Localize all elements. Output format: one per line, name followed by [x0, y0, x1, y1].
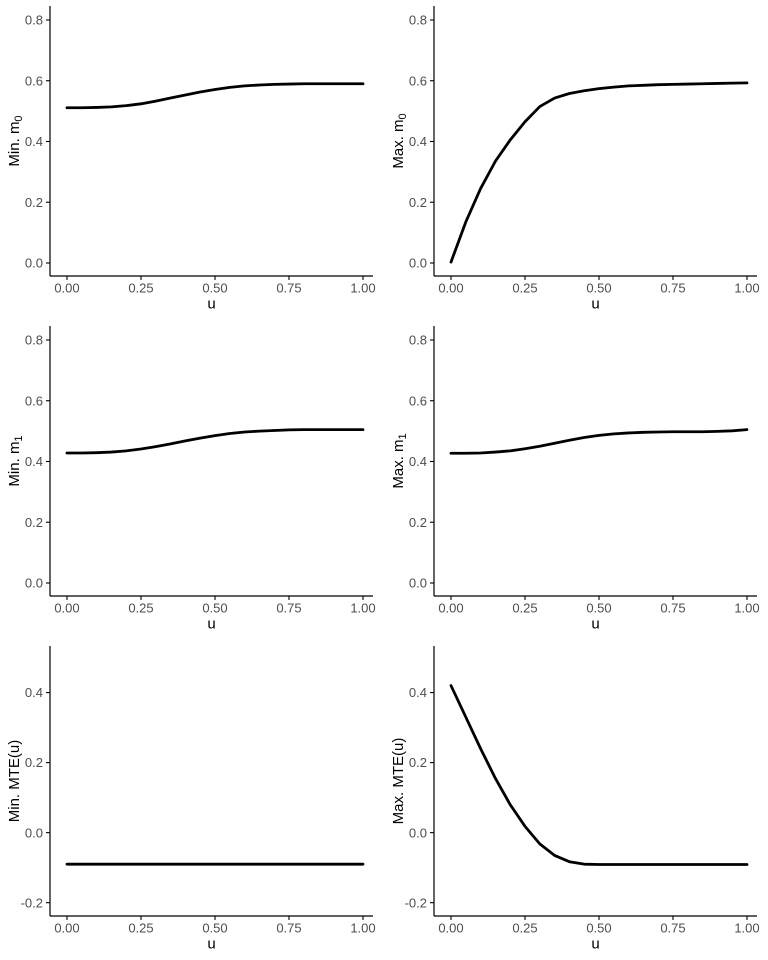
x-tick-label: 0.75	[276, 281, 301, 296]
y-axis-title: Min. MTE(u)	[6, 740, 23, 823]
x-tick-label: 0.50	[202, 281, 227, 296]
y-tick-label: 0.6	[25, 393, 43, 408]
y-tick-label: 0.6	[409, 73, 427, 88]
x-axis-title: u	[591, 296, 599, 313]
y-tick-label: 0.2	[25, 755, 43, 770]
data-curve	[65, 82, 365, 110]
x-axis-title: u	[207, 936, 215, 953]
plot-row2-col2: 0.00 0.25 0.50 0.75 1.00 0.0 0.2 0.4 0.6 0.8 u Max.…	[390, 326, 760, 633]
x-tick-label: 0.25	[512, 921, 537, 936]
y-tick-label: 0.8	[25, 13, 43, 28]
data-curve	[449, 81, 749, 264]
y-tick-label: 0.4	[409, 685, 427, 700]
y-tick-label: 0.8	[25, 333, 43, 348]
x-tick-label: 0.75	[276, 601, 301, 616]
x-tick-label: 0.00	[438, 601, 463, 616]
y-tick-label: 0.0	[25, 576, 43, 591]
x-tick-label: 0.50	[586, 601, 611, 616]
plot-row1-col2: 0.00 0.25 0.50 0.75 1.00 0.0 0.2 0.4 0.6 0.8 u Max.…	[390, 6, 760, 313]
x-tick-label: 0.75	[660, 921, 685, 936]
x-tick-label: 0.25	[128, 281, 153, 296]
x-tick-label: 1.00	[350, 601, 375, 616]
y-tick-label: 0.0	[25, 256, 43, 271]
x-tick-label: 0.25	[128, 921, 153, 936]
y-tick-label: -0.2	[405, 895, 427, 910]
y-tick-label: 0.4	[25, 685, 43, 700]
panel-row3-col2: 0.00 0.25 0.50 0.75 1.00 -0.2 0.0 0.2 0.4 u Max. M…	[384, 640, 768, 960]
y-tick-label: 0.4	[25, 454, 43, 469]
y-axis-title: Min. m1	[6, 435, 25, 486]
panel-row2-col2: 0.00 0.25 0.50 0.75 1.00 0.0 0.2 0.4 0.6 0.8 u Max.…	[384, 320, 768, 640]
x-tick-label: 0.25	[512, 281, 537, 296]
data-curve	[449, 684, 749, 866]
x-axis-title: u	[207, 616, 215, 633]
y-axis-title: Max. m0	[390, 113, 409, 168]
y-axis-title: Max. MTE(u)	[390, 738, 407, 825]
panel-row1-col1: 0.00 0.25 0.50 0.75 1.00 0.0 0.2 0.4 0.6 0.8 u Min.…	[0, 0, 384, 320]
x-tick-label: 0.75	[276, 921, 301, 936]
x-tick-label: 1.00	[734, 281, 759, 296]
y-tick-label: 0.4	[409, 454, 427, 469]
x-tick-label: 0.50	[202, 601, 227, 616]
y-tick-label: 0.8	[409, 333, 427, 348]
x-tick-label: 0.75	[660, 281, 685, 296]
x-tick-label: 0.50	[202, 921, 227, 936]
y-tick-label: 0.2	[409, 515, 427, 530]
x-tick-label: 0.00	[438, 921, 463, 936]
x-tick-label: 0.50	[586, 921, 611, 936]
x-tick-label: 0.00	[54, 601, 79, 616]
data-curve	[65, 428, 365, 455]
y-tick-label: 0.2	[409, 755, 427, 770]
y-tick-label: 0.0	[25, 825, 43, 840]
x-axis-title: u	[207, 296, 215, 313]
plot-row1-col1: 0.00 0.25 0.50 0.75 1.00 0.0 0.2 0.4 0.6 0.8 u Min.…	[6, 6, 376, 313]
panel-row3-col1: 0.00 0.25 0.50 0.75 1.00 -0.2 0.0 0.2 0.4 u Min. M…	[0, 640, 384, 960]
y-tick-label: 0.0	[409, 256, 427, 271]
y-axis-title: Max. m1	[390, 433, 409, 488]
x-tick-label: 0.00	[54, 281, 79, 296]
plot-row3-col1: 0.00 0.25 0.50 0.75 1.00 -0.2 0.0 0.2 0.4 u Min. M…	[6, 646, 376, 953]
y-tick-label: -0.2	[21, 895, 43, 910]
y-tick-label: 0.2	[25, 515, 43, 530]
y-tick-label: 0.0	[409, 576, 427, 591]
x-tick-label: 1.00	[350, 281, 375, 296]
x-tick-label: 0.00	[438, 281, 463, 296]
x-tick-label: 0.50	[586, 281, 611, 296]
y-tick-label: 0.0	[409, 825, 427, 840]
x-tick-label: 0.25	[512, 601, 537, 616]
x-tick-label: 1.00	[350, 921, 375, 936]
y-tick-label: 0.2	[409, 195, 427, 210]
x-tick-label: 0.00	[54, 921, 79, 936]
y-tick-label: 0.6	[409, 393, 427, 408]
panel-row2-col1: 0.00 0.25 0.50 0.75 1.00 0.0 0.2 0.4 0.6 0.8 u Min.…	[0, 320, 384, 640]
plot-row2-col1: 0.00 0.25 0.50 0.75 1.00 0.0 0.2 0.4 0.6 0.8 u Min.…	[6, 326, 376, 633]
y-axis-title: Min. m0	[6, 115, 25, 166]
y-tick-label: 0.6	[25, 73, 43, 88]
y-tick-label: 0.8	[409, 13, 427, 28]
y-tick-label: 0.4	[25, 134, 43, 149]
x-axis-title: u	[591, 936, 599, 953]
x-tick-label: 1.00	[734, 601, 759, 616]
y-tick-label: 0.2	[25, 195, 43, 210]
data-curve	[449, 428, 749, 455]
panel-row1-col2: 0.00 0.25 0.50 0.75 1.00 0.0 0.2 0.4 0.6 0.8 u Max.…	[384, 0, 768, 320]
x-tick-label: 1.00	[734, 921, 759, 936]
x-axis-title: u	[591, 616, 599, 633]
x-tick-label: 0.75	[660, 601, 685, 616]
x-tick-label: 0.25	[128, 601, 153, 616]
y-tick-label: 0.4	[409, 134, 427, 149]
plot-row3-col2: 0.00 0.25 0.50 0.75 1.00 -0.2 0.0 0.2 0.4 u Max. M…	[390, 646, 760, 953]
